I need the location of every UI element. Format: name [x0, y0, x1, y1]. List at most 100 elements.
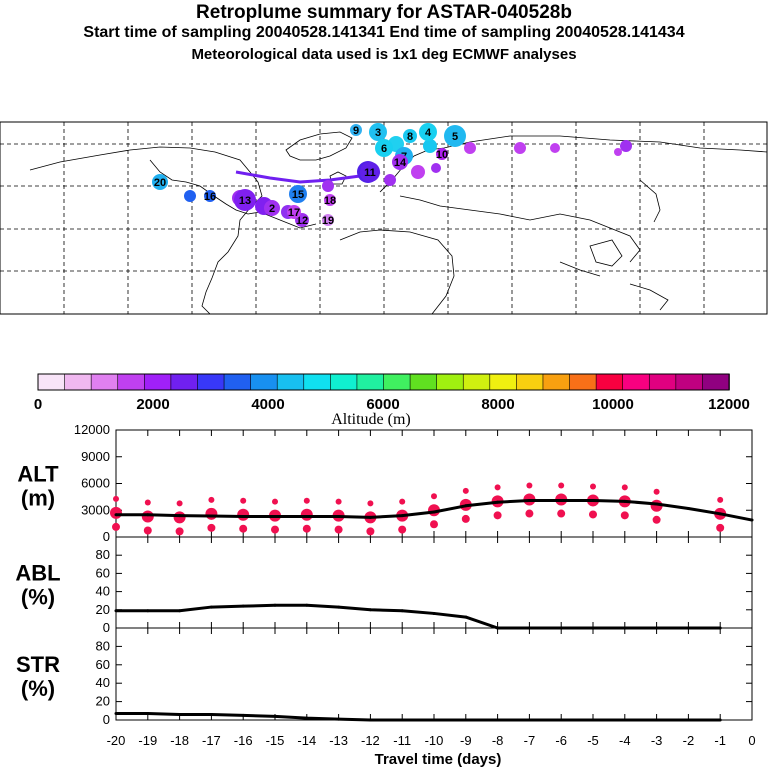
colorbar-tick-label: 8000 [481, 396, 514, 413]
alt-ytick-label: 12000 [74, 422, 110, 437]
alt-data-point [686, 506, 690, 510]
alt-scatter-point [175, 527, 184, 536]
plume-marker-15 [289, 185, 307, 203]
x-tick-label: -5 [587, 733, 599, 748]
plume-marker-extra [614, 148, 622, 156]
colorbar-swatch [117, 373, 146, 391]
str-ytick-label: 80 [96, 638, 110, 653]
str-data-point [496, 718, 500, 722]
plume-marker-5 [444, 125, 466, 147]
alt-scatter-point [271, 525, 279, 534]
altitude-colorbar: 0 2000 4000 6000 8000 10000 12000 [34, 373, 750, 413]
alt-scatter-point [652, 515, 661, 524]
plume-marker-6 [375, 139, 393, 157]
colorbar-swatch [648, 373, 677, 391]
str-data-point [178, 712, 182, 716]
x-tick-label: -19 [138, 733, 157, 748]
colorbar-swatch [90, 373, 119, 391]
time-series-panels: 120009000600030000ALT(m)806040200ABL(%)8… [15, 422, 755, 748]
alt-data-point [432, 510, 436, 514]
alt-scatter-point [176, 500, 183, 507]
colorbar-swatch [64, 373, 92, 391]
colorbar-tick-label: 4000 [251, 396, 284, 413]
str-data-point [718, 718, 722, 722]
plume-marker-extra [464, 142, 476, 154]
plume-marker-label-8: 8 [407, 131, 413, 143]
alt-scatter-point [239, 524, 248, 533]
alt-ytick-label: 3000 [81, 502, 110, 517]
abl-data-point [209, 605, 213, 609]
colorbar-swatch [462, 373, 491, 391]
colorbar-swatch [37, 373, 66, 391]
x-axis-label: Travel time (days) [375, 751, 502, 768]
str-data-point [114, 712, 118, 716]
x-tick-label: -3 [651, 733, 663, 748]
plume-marker-label-13: 13 [239, 195, 251, 207]
alt-scatter-point [208, 496, 215, 503]
plume-marker-label-18: 18 [324, 195, 336, 207]
plume-marker-label-15: 15 [292, 189, 304, 201]
alt-scatter-point [461, 514, 470, 523]
alt-scatter-point [494, 484, 501, 491]
plume-marker-11 [360, 162, 380, 182]
str-data-point [273, 714, 277, 718]
alt-data-point [400, 514, 404, 518]
colorbar-tick-label: 10000 [592, 396, 634, 413]
colorbar-tick-label: 2000 [136, 396, 169, 413]
alt-data-point [464, 504, 468, 508]
str-data-point [432, 718, 436, 722]
x-tick-label: -12 [361, 733, 380, 748]
x-tick-label: -10 [425, 733, 444, 748]
str-data-point [686, 718, 690, 722]
alt-scatter-point [205, 507, 218, 520]
plume-marker-extra [423, 139, 437, 153]
alt-data-point [241, 514, 245, 518]
colorbar-swatch [542, 373, 571, 391]
alt-scatter-point [716, 523, 725, 532]
alt-scatter-point [303, 497, 310, 504]
plume-marker-2 [264, 200, 280, 216]
alt-scatter-point [430, 520, 438, 529]
alt-data-point [655, 502, 659, 506]
plume-marker-label-3: 3 [375, 127, 381, 139]
alt-data-point [114, 513, 118, 517]
plume-marker-8 [403, 129, 417, 143]
colorbar-swatch [436, 373, 465, 391]
colorbar-swatch [702, 373, 730, 391]
colorbar-swatch [383, 373, 411, 391]
colorbar-swatch [489, 373, 518, 391]
plume-marker-label-16: 16 [204, 191, 216, 203]
abl-data-point [305, 603, 309, 607]
x-tick-label: -2 [683, 733, 695, 748]
alt-data-point [527, 498, 531, 502]
alt-scatter-point [335, 498, 342, 505]
plume-markers: 1234567891011121314151617181920 [152, 123, 632, 227]
plume-marker-label-5: 5 [452, 131, 458, 143]
str-ytick-label: 20 [96, 694, 110, 709]
plume-marker-label-9: 9 [353, 125, 359, 137]
plume-marker-16 [204, 190, 216, 202]
alt-scatter-point [143, 526, 152, 535]
x-tick-label: -17 [202, 733, 221, 748]
x-tick-label: -6 [555, 733, 567, 748]
alt-scatter-point [717, 496, 724, 503]
met-data-note: Meteorological data used is 1x1 deg ECMW… [191, 46, 577, 63]
abl-panel-label: ABL [15, 561, 60, 586]
x-tick-label: -20 [107, 733, 126, 748]
alt-scatter-point [366, 527, 375, 536]
alt-ytick-label: 0 [103, 529, 110, 544]
colorbar-swatch [303, 373, 332, 391]
colorbar-tick-label: 12000 [708, 396, 750, 413]
plume-marker-10 [436, 148, 448, 160]
plume-marker-label-19: 19 [322, 215, 334, 227]
alt-scatter-point [367, 500, 374, 507]
alt-scatter-point [141, 510, 154, 523]
str-data-point [655, 718, 659, 722]
abl-data-point [464, 615, 468, 619]
plume-marker-18 [324, 194, 336, 206]
alt-scatter-point [300, 508, 313, 521]
colorbar-swatch [409, 373, 438, 391]
str-data-point [400, 718, 404, 722]
plume-marker-label-4: 4 [425, 127, 432, 139]
